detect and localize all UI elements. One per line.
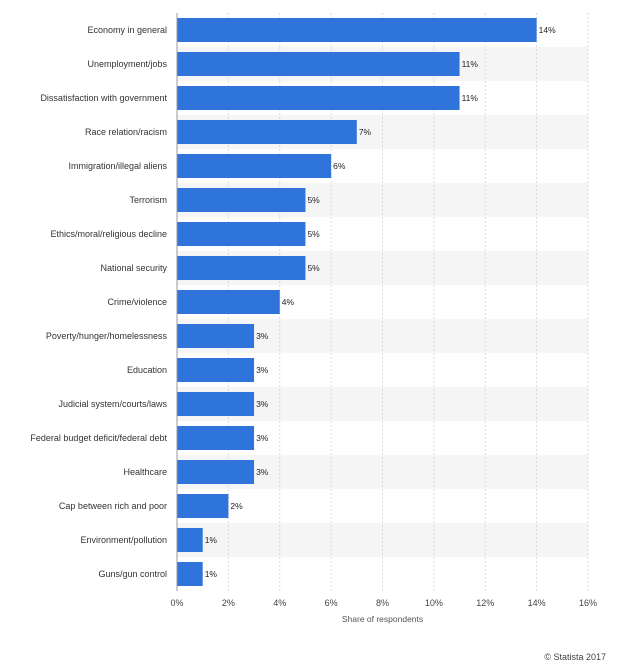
category-label: Economy in general <box>87 25 167 35</box>
category-label: Dissatisfaction with government <box>40 93 167 103</box>
category-label: Immigration/illegal aliens <box>68 161 167 171</box>
value-label: 11% <box>462 59 479 69</box>
category-label: Healthcare <box>123 467 167 477</box>
category-label: Environment/pollution <box>80 535 167 545</box>
x-tick-label: 0% <box>170 598 183 608</box>
value-label: 3% <box>256 433 269 443</box>
category-labels: Economy in general Unemployment/jobs Dissa… <box>30 25 167 579</box>
bar <box>177 188 306 212</box>
value-label: 7% <box>359 127 372 137</box>
category-label: Federal budget deficit/federal debt <box>30 433 167 443</box>
bar <box>177 120 357 144</box>
bar <box>177 154 332 178</box>
value-label: 3% <box>256 399 269 409</box>
value-label: 6% <box>333 161 346 171</box>
value-label: 1% <box>205 569 218 579</box>
bar <box>177 324 255 348</box>
bar <box>177 392 255 416</box>
bar <box>177 562 203 586</box>
category-label: Ethics/moral/religious decline <box>50 229 167 239</box>
bars <box>177 18 537 586</box>
bar <box>177 256 306 280</box>
category-label: Poverty/hunger/homelessness <box>46 331 168 341</box>
bar <box>177 290 280 314</box>
bar <box>177 222 306 246</box>
value-label: 5% <box>307 195 320 205</box>
value-label: 11% <box>462 93 479 103</box>
bar <box>177 528 203 552</box>
category-label: Terrorism <box>130 195 168 205</box>
category-label: Guns/gun control <box>98 569 167 579</box>
category-label: Judicial system/courts/laws <box>58 399 167 409</box>
x-tick-label: 12% <box>476 598 494 608</box>
bar <box>177 358 255 382</box>
category-label: Unemployment/jobs <box>87 59 167 69</box>
x-axis-ticks: 0% 2% 4% 6% 8% 10% 12% 14% 16% <box>170 598 597 608</box>
category-label: National security <box>100 263 167 273</box>
value-label: 5% <box>307 229 320 239</box>
row-stripe <box>177 523 588 557</box>
value-label: 5% <box>307 263 320 273</box>
category-label: Education <box>127 365 167 375</box>
value-label: 3% <box>256 365 269 375</box>
category-label: Cap between rich and poor <box>59 501 167 511</box>
bar <box>177 86 460 110</box>
value-label: 4% <box>282 297 295 307</box>
bar <box>177 52 460 76</box>
category-label: Race relation/racism <box>85 127 167 137</box>
x-tick-label: 6% <box>325 598 338 608</box>
value-label: 3% <box>256 467 269 477</box>
x-tick-label: 10% <box>425 598 443 608</box>
x-tick-label: 14% <box>528 598 546 608</box>
x-tick-label: 4% <box>273 598 286 608</box>
bar <box>177 494 229 518</box>
x-tick-label: 2% <box>222 598 235 608</box>
value-label: 1% <box>205 535 218 545</box>
x-axis-title: Share of respondents <box>342 614 423 624</box>
value-label: 14% <box>539 25 556 35</box>
x-tick-label: 16% <box>579 598 597 608</box>
category-label: Crime/violence <box>107 297 167 307</box>
value-labels: 14% 11% 11% 7% 6% 5% 5% 5% 4% 3% 3% 3% 3% 3% 2% 1% 1% <box>205 25 556 579</box>
bar <box>177 18 537 42</box>
value-label: 2% <box>230 501 243 511</box>
source-credit: © Statista 2017 <box>544 652 606 662</box>
bar <box>177 426 255 450</box>
value-label: 3% <box>256 331 269 341</box>
bar <box>177 460 255 484</box>
x-tick-label: 8% <box>376 598 389 608</box>
